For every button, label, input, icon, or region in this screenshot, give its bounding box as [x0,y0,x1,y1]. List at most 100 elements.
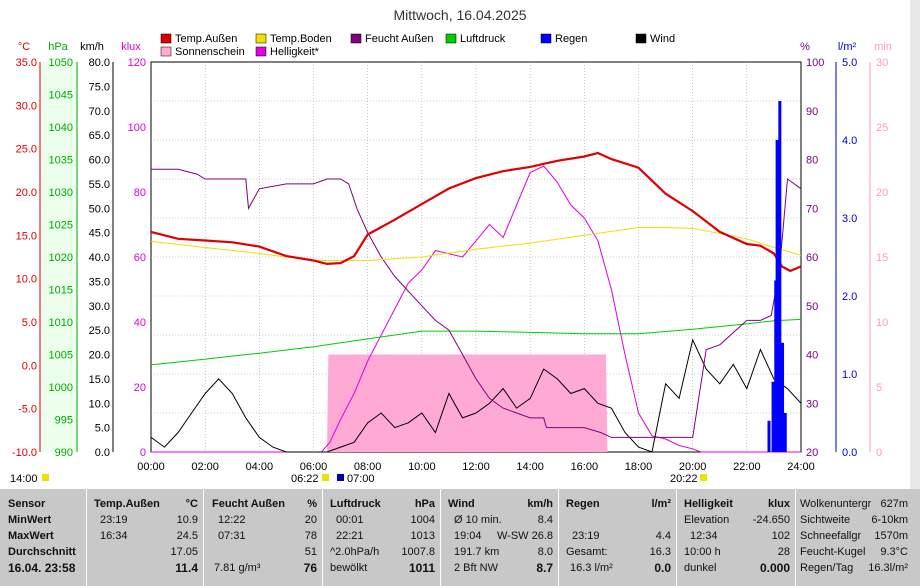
x-tick-label: 00:00 [137,461,165,473]
legend: Temp.Außen Temp.Boden Feucht Außen Luftd… [160,33,675,58]
y-tick-label-right: 3.0 [842,213,857,225]
series-regen-bar [775,140,779,452]
x-tick-label: 20:00 [679,461,707,473]
time-markers: 14:00 06:22 07:00 20:22 [10,473,707,485]
x-tick-label: 10:00 [408,461,436,473]
wind-bft: 2 Bft NW [454,562,499,574]
y-tick-label: 55.0 [89,179,110,191]
snow-line: 1570m [874,530,908,542]
cloud-base-label: Wolkenuntergr [800,498,872,510]
press-min-val: 1004 [410,514,435,526]
wind-unit: km/h [527,498,553,510]
press-trend: ^2.0hPa/h [330,546,380,558]
axis-unit-lm2: l/m² [838,41,857,53]
light-max-time: 12:34 [690,530,718,542]
wind-current: 8.7 [536,561,553,575]
x-tick-label: 04:00 [246,461,274,473]
stats-panel: Sensor MinWert MaxWert Durchschnitt 16.0… [0,489,920,586]
y-tick-label: 70.0 [89,106,110,118]
sensor-date: 16.04. 23:58 [8,561,76,575]
legend-entry-temp-boden: Temp.Boden [255,33,332,45]
y-tick-label: 120 [128,57,146,69]
sensor-avg-label: Durchschnitt [8,546,76,558]
sunset-label: 20:22 [670,473,698,485]
temp-current: 11.4 [175,561,198,575]
rain-max-time: 23:19 [572,530,600,542]
y-tick-label-right: 25 [876,122,888,134]
x-tick-label: 02:00 [191,461,219,473]
light-elevation-label: Elevation [684,514,730,526]
y-tick-label: 1015 [49,285,73,297]
y-tick-label-right: 15 [876,252,888,264]
y-tick-label: 20.0 [89,350,110,362]
y-tick-label: 995 [55,415,73,427]
rain-day: 16.3 l/m² [570,562,613,574]
x-tick-label: 18:00 [625,461,653,473]
y-tick-label: 45.0 [89,228,110,240]
y-tick-label: 100 [128,122,146,134]
rain-unit: l/m² [651,498,671,510]
svg-text:Helligkeit*: Helligkeit* [270,46,320,58]
temp-avg: 17.05 [170,546,198,558]
wind-avg10-label: Ø 10 min. [454,514,502,526]
y-tick-label: 5.0 [95,423,110,435]
press-title: Luftdruck [330,498,381,510]
y-tick-label-right: 0 [876,447,882,459]
light-unit: klux [767,498,790,510]
y-tick-label-right: 0.0 [842,447,857,459]
y-tick-label: 40 [134,317,146,329]
series-wind-line [150,338,802,453]
series-sonnenschein-area [327,354,608,452]
series-regen-bar [783,413,787,452]
temp-title: Temp.Außen [94,498,160,510]
y-tick-label: 0.0 [22,360,37,372]
hum-abs: 7.81 g/m³ [214,562,261,574]
sunrise-marker [322,474,329,481]
light-max: 102 [771,530,790,542]
hum-current: 76 [303,561,317,575]
y-tick-label: 75.0 [89,81,110,93]
svg-text:Luftdruck: Luftdruck [460,33,506,45]
x-tick-label: 14:00 [516,461,544,473]
temp-unit: °C [185,498,198,510]
temp-max-time: 16:34 [100,530,128,542]
rain-day-label: Regen/Tag [800,562,854,574]
series-regen-bar [771,381,775,452]
window-edge [910,0,920,489]
y-tick-label: 990 [55,447,73,459]
y-tick-label: 50.0 [89,203,110,215]
rain-current: 0.0 [654,561,671,575]
light-sun-value: 28 [777,546,790,558]
light-title: Helligkeit [684,498,733,510]
x-tick-label: 08:00 [354,461,382,473]
wind-max: W-SW 26.8 [496,530,553,542]
rain-total-label: Gesamt: [566,546,608,558]
axis-ticks: 00:00 02:00 04:00 06:00 08:00 10:00 12:00 14:00… [12,57,888,473]
y-tick-label: 20 [134,382,146,394]
y-tick-label: 5.0 [22,317,37,329]
wind-run: 191.7 km [454,546,500,558]
y-tick-label: 0 [140,447,146,459]
y-tick-label: 15.0 [89,374,110,386]
y-tick-label-right: 90 [806,106,818,118]
y-tick-label: 1025 [49,220,73,232]
y-tick-label: -10.0 [12,447,37,459]
x-tick-label: 12:00 [462,461,490,473]
legend-entry-luftdruck: Luftdruck [445,33,506,45]
y-tick-label-right: 5 [876,382,882,394]
y-tick-label: 15.0 [16,230,37,242]
series-temp-au-en-line [150,151,802,273]
sunrise-label: 06:22 [291,473,319,485]
svg-text:Feucht Außen: Feucht Außen [365,33,434,45]
press-max-val: 1013 [410,530,435,542]
wind-max-time: 19:04 [454,530,482,542]
y-tick-label-right: 20 [806,447,818,459]
legend-entry-wind: Wind [635,33,675,45]
press-avg: 1007.8 [401,546,435,558]
y-tick-label: 40.0 [89,252,110,264]
y-tick-label: -5.0 [18,404,37,416]
y-tick-label: 1035 [49,155,73,167]
y-tick-label: 0.0 [95,447,110,459]
series-regen-bar [767,420,771,452]
press-min-time: 00:01 [336,514,364,526]
